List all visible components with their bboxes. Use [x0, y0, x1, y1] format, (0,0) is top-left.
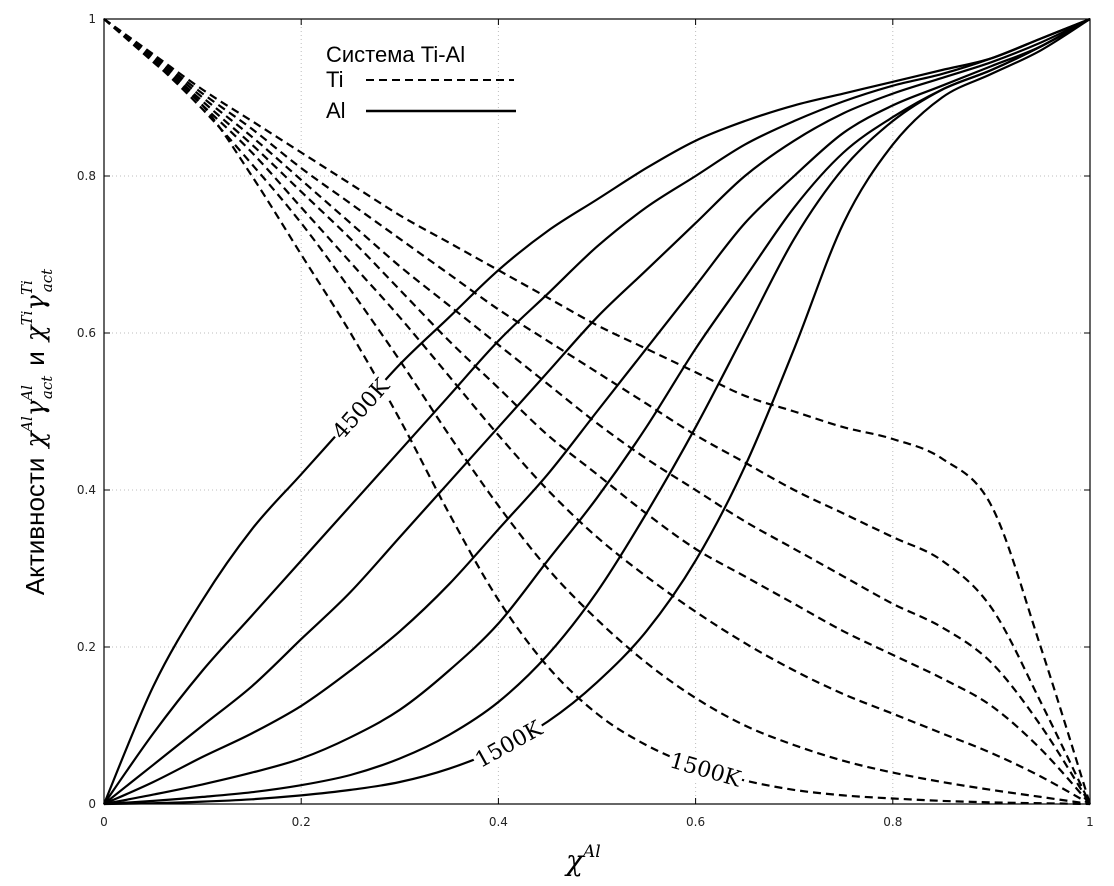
- curve-ti-4000K: [103, 18, 1091, 805]
- curve-label-bg: [468, 713, 548, 774]
- curve-al-2000K: [103, 18, 1091, 806]
- x-tick-label: 0.4: [489, 815, 508, 829]
- curves: [102, 17, 1092, 806]
- y-tick-label: 0.2: [77, 640, 96, 654]
- x-tick-label: 0: [100, 815, 108, 829]
- curve-label-group: 1500K: [665, 746, 746, 793]
- curve-label-bg: [665, 746, 746, 793]
- y-tick-label: 1: [88, 12, 96, 26]
- curve-al-2500K: [103, 18, 1091, 806]
- x-tick-label: 0.8: [883, 815, 902, 829]
- curve-label-group: 4500K: [325, 371, 396, 446]
- tick-labels: 0 0.2 0.4 0.6 0.8 1 0 0.2 0.4 0.6 0.8 1: [77, 12, 1094, 829]
- x-axis-label: χAl: [564, 842, 601, 877]
- curve-ti-4500K: [103, 18, 1092, 805]
- plot-frame: [103, 18, 1091, 805]
- x-tick-label: 0.6: [686, 815, 705, 829]
- curve-al-1500K: [103, 18, 1091, 806]
- x-tick-label: 1: [1086, 815, 1094, 829]
- legend: Система Ti-Al Ti Al: [326, 42, 516, 123]
- y-axis-label: АктивностиχAlγAl actиχTiγTi act: [18, 268, 56, 595]
- curve-ti-2000K: [103, 18, 1091, 806]
- y-tick-label: 0.6: [77, 326, 96, 340]
- curve-label: 1500K: [471, 716, 547, 773]
- curve-label-bg: [325, 371, 396, 446]
- curve-label: 4500K: [328, 374, 395, 445]
- curve-label-group: 1500K: [468, 713, 548, 774]
- curve-ti-3500K: [103, 18, 1091, 805]
- legend-label-ti: Ti: [326, 67, 344, 92]
- y-tick-label: 0.4: [77, 483, 96, 497]
- curve-al-3000K: [103, 18, 1091, 806]
- legend-label-al: Al: [326, 98, 346, 123]
- legend-title: Система Ti-Al: [326, 42, 465, 67]
- y-tick-label: 0.8: [77, 169, 96, 183]
- curve-ti-3000K: [103, 18, 1091, 805]
- curve-al-4500K: [102, 17, 1091, 805]
- curve-ti-1500K: [103, 18, 1091, 806]
- x-tick-label: 0.2: [292, 815, 311, 829]
- grid-lines: [104, 19, 1090, 804]
- y-tick-label: 0: [88, 797, 96, 811]
- curve-al-4000K: [103, 17, 1091, 805]
- tick-marks: [103, 18, 1091, 805]
- curve-label: 1500K: [667, 749, 744, 793]
